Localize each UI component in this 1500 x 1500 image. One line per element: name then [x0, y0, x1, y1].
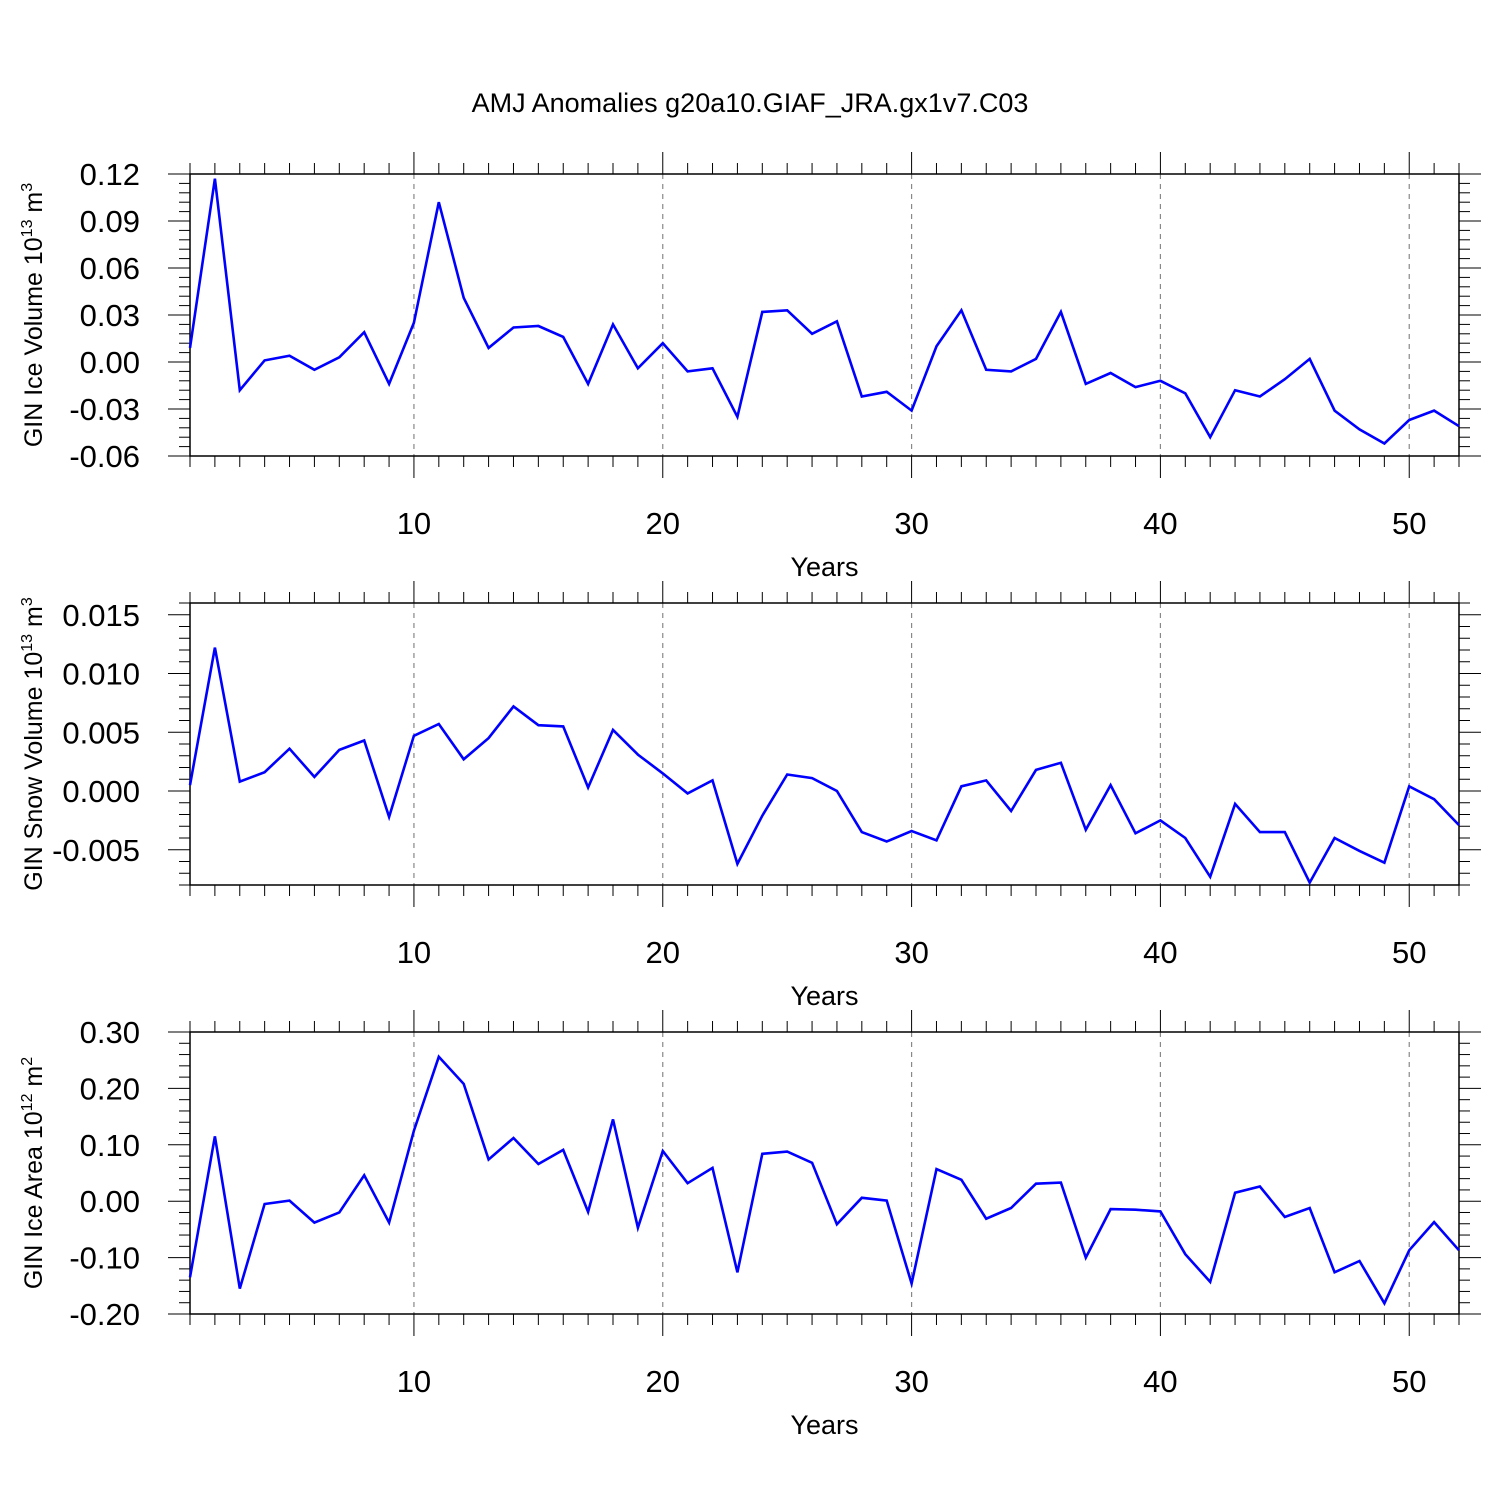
x-axis-label: Years	[790, 552, 858, 582]
x-tick-label: 50	[1392, 935, 1426, 970]
x-tick-label: 50	[1392, 1364, 1426, 1399]
plot-frame	[189, 602, 1460, 886]
x-tick-label: 50	[1392, 506, 1426, 541]
y-tick-label: 0.00	[80, 345, 140, 380]
y-tick-label: 0.09	[80, 204, 140, 239]
x-tick-label: 40	[1143, 935, 1177, 970]
x-tick-label: 30	[894, 1364, 928, 1399]
figure-title: AMJ Anomalies g20a10.GIAF_JRA.gx1v7.C03	[472, 88, 1029, 118]
chart-panel-1: -0.06 -0.03 0.00 0.03 0.06 0.09 0.12 10 20 30 40 50…	[19, 152, 1481, 582]
y-tick-label: -0.03	[69, 392, 140, 427]
x-tick-label: 40	[1143, 506, 1177, 541]
y-tick-label: 0.10	[80, 1128, 140, 1163]
series-line	[188, 647, 1460, 886]
x-tick-label: 30	[894, 506, 928, 541]
series-line	[188, 178, 1460, 446]
y-tick-label: 0.03	[80, 298, 140, 333]
chart-panel-3: -0.20 -0.10 0.00 0.10 0.20 0.30 10 20 30 40 50 Year…	[19, 1010, 1481, 1440]
x-tick-label: 10	[397, 935, 431, 970]
x-axis-label: Years	[790, 981, 858, 1011]
x-tick-label: 20	[646, 935, 680, 970]
x-tick-label: 10	[397, 506, 431, 541]
x-tick-label: 30	[894, 935, 928, 970]
y-tick-label: 0.06	[80, 251, 140, 286]
y-tick-label: 0.00	[80, 1184, 140, 1219]
y-tick-label: 0.12	[80, 157, 140, 192]
y-tick-label: 0.010	[62, 657, 140, 692]
plot-frame	[189, 173, 1460, 457]
x-tick-label: 20	[646, 1364, 680, 1399]
y-tick-label: 0.000	[62, 774, 140, 809]
y-tick-label: 0.005	[62, 715, 140, 750]
y-tick-label: 0.30	[80, 1015, 140, 1050]
y-axis-label: GIN Ice Volume 1013 m3	[19, 183, 48, 447]
chart-panel-2: -0.005 0.000 0.005 0.010 0.015 10 20 30 40 50 Year…	[19, 581, 1481, 1011]
y-tick-label: 0.20	[80, 1071, 140, 1106]
y-tick-label: -0.10	[69, 1241, 140, 1276]
x-tick-label: 10	[397, 1364, 431, 1399]
y-tick-label: -0.06	[69, 439, 140, 474]
y-tick-label: 0.015	[62, 598, 140, 633]
y-tick-label: -0.005	[52, 833, 140, 868]
x-tick-label: 40	[1143, 1364, 1177, 1399]
x-axis-label: Years	[790, 1410, 858, 1440]
series-line	[188, 1054, 1460, 1307]
x-tick-label: 20	[646, 506, 680, 541]
y-axis-label: GIN Snow Volume 1013 m3	[19, 597, 48, 891]
y-axis-label: GIN Ice Area 1012 m2	[19, 1057, 48, 1289]
plot-frame	[189, 1031, 1460, 1315]
y-tick-label: -0.20	[69, 1297, 140, 1332]
